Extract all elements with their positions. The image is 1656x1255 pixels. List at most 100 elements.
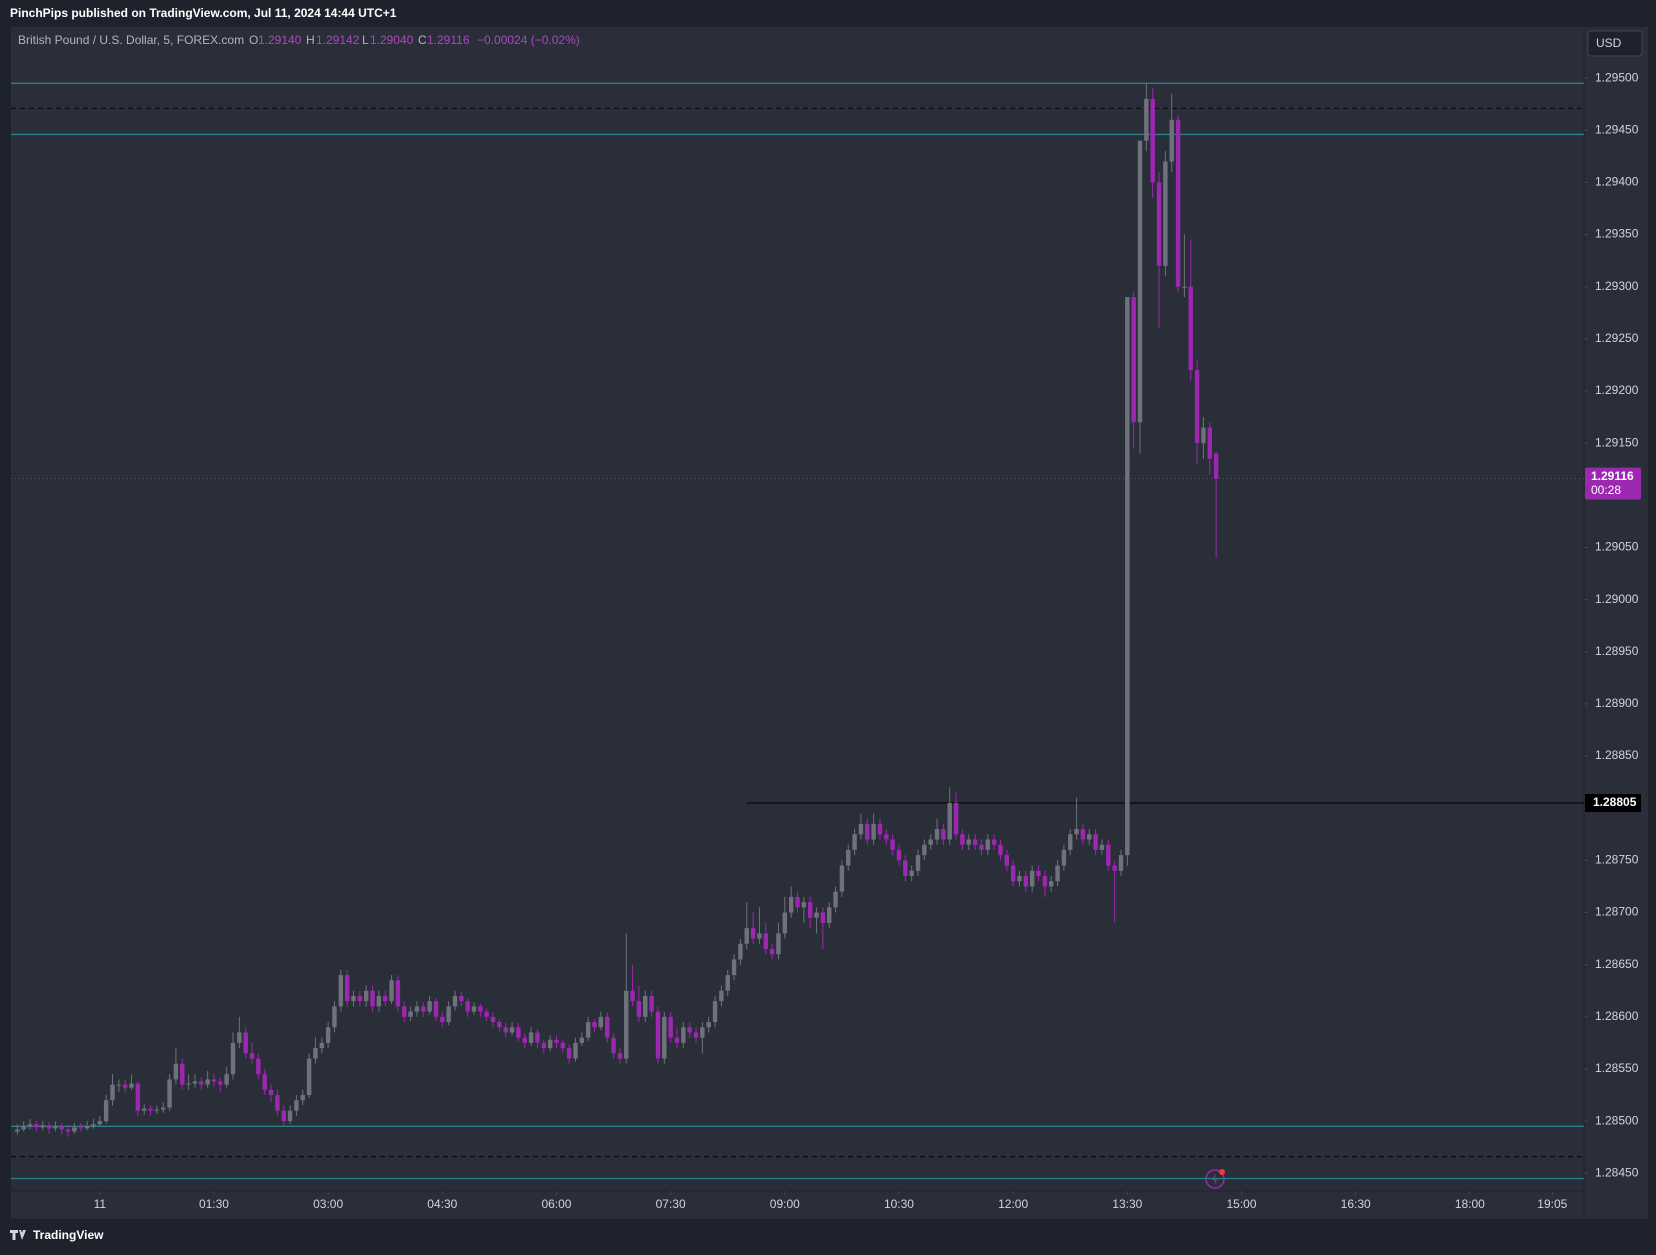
y-tick-label: 1.28900 — [1595, 696, 1639, 710]
legend-key: C — [418, 33, 427, 47]
candle-body — [484, 1011, 489, 1017]
candle-body — [681, 1027, 686, 1043]
candle-body — [617, 1053, 623, 1059]
candle-body — [522, 1037, 527, 1043]
legend-change: −0.00024 (−0.02%) — [477, 33, 580, 47]
y-tick-label: 1.28650 — [1595, 957, 1639, 971]
candle-body — [59, 1126, 64, 1130]
last-price-label: 1.29116 — [1591, 469, 1634, 483]
plot-area — [11, 27, 1584, 1219]
candle-body — [731, 959, 737, 976]
candle-body — [287, 1110, 293, 1122]
candle-body — [826, 907, 832, 923]
candle-body — [592, 1022, 597, 1028]
candle-body — [757, 933, 762, 939]
x-tick-label: 13:30 — [1112, 1197, 1142, 1211]
candle-body — [65, 1129, 71, 1132]
candle-body — [814, 912, 819, 918]
legend-symbol: British Pound / U.S. Dollar, 5, FOREX.co… — [18, 33, 244, 47]
y-tick-label: 1.29500 — [1595, 70, 1639, 84]
event-dot[interactable] — [1219, 1169, 1225, 1175]
level-price-box — [1585, 794, 1641, 812]
y-tick-label: 1.29000 — [1595, 592, 1639, 606]
candle-body — [478, 1006, 483, 1012]
x-tick-label: 04:30 — [427, 1197, 457, 1211]
x-tick-label: 09:00 — [770, 1197, 800, 1211]
candle-body — [1213, 453, 1219, 479]
candle-body — [839, 865, 845, 892]
candle-body — [110, 1084, 115, 1101]
candle-body — [103, 1100, 109, 1122]
currency-button[interactable] — [1587, 30, 1643, 57]
candle-body — [1004, 855, 1010, 866]
candle-body — [40, 1125, 45, 1128]
legend-key: O — [249, 33, 258, 47]
candle-body — [630, 990, 635, 1002]
candle-body — [370, 990, 375, 1007]
candle-body — [744, 928, 749, 944]
candle-body — [471, 1006, 477, 1012]
candle-body — [554, 1039, 559, 1043]
candle-body — [268, 1089, 274, 1096]
footer-logo: TradingView — [10, 1228, 104, 1242]
candle-body — [547, 1039, 553, 1049]
candle-body — [604, 1016, 610, 1038]
candle-body — [1048, 881, 1054, 887]
candle-body — [636, 1001, 642, 1017]
candle-body — [871, 823, 876, 840]
candle-body — [788, 896, 794, 913]
candle-body — [230, 1042, 236, 1075]
candle-body — [122, 1084, 128, 1088]
candle-body — [1207, 427, 1212, 459]
candle-body — [643, 995, 648, 1017]
candle-body — [1010, 865, 1016, 882]
candle-body — [960, 834, 965, 845]
candle-body — [693, 1032, 699, 1038]
candle-body — [1099, 844, 1105, 850]
candle-body — [624, 990, 629, 1059]
candle-body — [738, 943, 743, 960]
candle-body — [218, 1081, 223, 1085]
candle-body — [294, 1100, 299, 1111]
candle-body — [15, 1129, 20, 1132]
candle-body — [1074, 829, 1079, 835]
candle-body — [541, 1042, 547, 1049]
candle-body — [1163, 161, 1168, 266]
candle-body — [46, 1125, 52, 1129]
candle-body — [97, 1121, 103, 1125]
candle-body — [896, 849, 902, 861]
candle-body — [256, 1058, 261, 1075]
candle-body — [579, 1037, 585, 1043]
candle-body — [389, 980, 394, 1002]
candle-body — [1150, 98, 1155, 183]
candle-body — [262, 1074, 267, 1090]
brand: TradingView — [33, 1228, 104, 1242]
candle-body — [998, 844, 1003, 856]
candle-body — [966, 839, 971, 845]
currency-label[interactable]: USD — [1596, 36, 1622, 50]
candle-body — [427, 1001, 432, 1012]
candle-body — [1042, 876, 1048, 887]
legend-value: 1.29142 — [316, 33, 360, 47]
candle-body — [687, 1027, 692, 1033]
y-tick-label: 1.29450 — [1595, 122, 1639, 136]
candle-body — [237, 1032, 242, 1043]
candle-body — [1156, 182, 1162, 266]
candle-body — [503, 1027, 508, 1033]
candle-body — [1137, 140, 1143, 423]
y-tick-label: 1.28750 — [1595, 853, 1639, 867]
candle-body — [148, 1108, 153, 1111]
candle-body — [1144, 98, 1149, 141]
candle-body — [782, 912, 788, 934]
candle-body — [795, 896, 800, 908]
candle-body — [306, 1058, 312, 1096]
candle-body — [528, 1032, 534, 1043]
candle-body — [91, 1124, 96, 1127]
y-tick-label: 1.29400 — [1595, 175, 1639, 189]
candle-body — [1080, 829, 1086, 840]
candle-body — [325, 1027, 331, 1043]
candle-body — [700, 1027, 705, 1038]
candle-body — [141, 1108, 147, 1111]
candle-body — [21, 1126, 26, 1130]
candle-body — [421, 1006, 426, 1012]
